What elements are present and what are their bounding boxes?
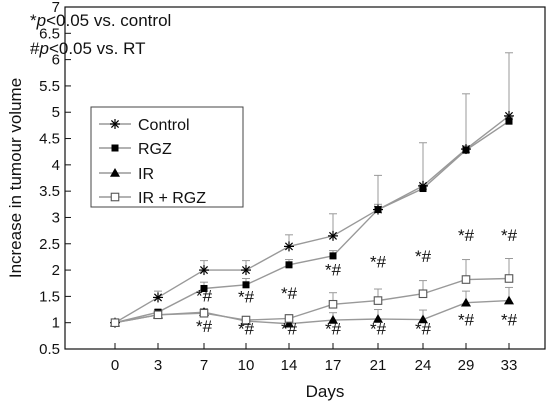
series-line-rgz <box>114 120 510 324</box>
marker-stroke <box>284 242 294 251</box>
marker-rgz <box>329 252 337 260</box>
y-tick-label: 0.5 <box>39 341 60 358</box>
significance-marker: *# <box>501 226 518 245</box>
marker-ir-rgz <box>373 296 383 305</box>
significance-note-control: *p<0.05 vs. control <box>30 11 171 30</box>
marker-ir-rgz <box>418 289 428 299</box>
marker-rgz <box>462 146 470 154</box>
marker-stroke <box>241 266 251 275</box>
significance-marker: *# <box>325 319 342 338</box>
marker-ir <box>373 314 383 323</box>
legend-marker-control <box>110 119 120 129</box>
marker-control <box>241 265 251 276</box>
marker-rgz <box>419 185 427 193</box>
y-tick-label: 3.5 <box>39 183 60 200</box>
marker-ir-rgz <box>504 274 514 283</box>
y-tick-label: 2.5 <box>39 236 60 253</box>
marker-ir <box>328 315 338 324</box>
x-tick-label: 7 <box>200 357 208 374</box>
y-axis-title: Increase in tumour volume <box>6 78 25 278</box>
marker-ir-rgz <box>284 314 294 323</box>
x-tick-label: 33 <box>501 357 518 374</box>
marker-ir-rgz <box>110 318 120 327</box>
marker-ir-rgz <box>241 315 251 325</box>
y-tick-label: 5 <box>52 104 60 121</box>
significance-marker: *# <box>238 319 255 338</box>
marker-stroke <box>110 119 120 129</box>
marker-rgz <box>505 117 513 125</box>
marker-ir <box>418 314 428 324</box>
legend-label-rgz: RGZ <box>138 141 172 158</box>
marker-ir-rgz <box>461 275 471 284</box>
y-tick-label: 4.5 <box>39 131 60 148</box>
legend-label-control: Control <box>138 117 190 134</box>
marker-control <box>153 292 163 303</box>
significance-marker: *# <box>415 247 432 266</box>
x-tick-label: 17 <box>325 357 342 374</box>
marker-ir <box>461 297 471 307</box>
y-tick-label: 5.5 <box>39 78 60 95</box>
marker-rgz <box>285 261 293 269</box>
marker-ir <box>504 295 514 305</box>
x-tick-label: 14 <box>281 357 298 374</box>
plot-frame <box>64 6 546 350</box>
series-line-control <box>114 115 510 324</box>
significance-marker: *# <box>370 319 387 338</box>
marker-ir-rgz <box>153 310 163 320</box>
significance-note-rt: #p<0.05 vs. RT <box>30 39 145 58</box>
x-tick-label: 21 <box>370 357 387 374</box>
significance-marker: *# <box>458 310 475 329</box>
marker-rgz <box>242 281 250 289</box>
x-tick-label: 0 <box>111 357 119 374</box>
y-tick-label: 6 <box>52 52 60 69</box>
marker-ir <box>284 318 294 328</box>
legend-label-ir: IR <box>138 166 154 183</box>
x-tick-label: 3 <box>154 357 162 374</box>
significance-marker: *# <box>370 252 387 271</box>
significance-marker: *# <box>281 319 298 338</box>
y-tick-label: 4 <box>52 157 60 174</box>
significance-marker: *# <box>325 260 342 279</box>
significance-annotations: *# *# *# *# *# *# *# *# *# *# *# *# *# *# *# *# <box>196 226 518 338</box>
series-lines <box>114 115 510 325</box>
x-tick-label: 29 <box>458 357 475 374</box>
marker-control <box>328 230 338 241</box>
axes: 0.5 1 1.5 2 2.5 3 3.5 4 4.5 5 5.5 6 6.5 7 0 3 7 10 14 17 21 2… <box>39 0 546 374</box>
x-tick-label: 24 <box>415 357 432 374</box>
x-tick-label: 10 <box>238 357 255 374</box>
marker-stroke <box>153 293 163 302</box>
legend-marker-rgz <box>111 144 119 152</box>
y-tick-label: 1.5 <box>39 288 60 305</box>
marker-ir-rgz <box>328 299 338 309</box>
legend-marker-ir-rgz <box>110 192 120 202</box>
significance-marker: *# <box>281 284 298 303</box>
legend-label-ir-rgz: IR + RGZ <box>138 190 206 207</box>
legend: Control RGZ IR IR + RGZ <box>90 106 244 208</box>
marker-stroke <box>328 231 338 240</box>
x-axis-title: Days <box>306 382 345 401</box>
significance-marker: *# <box>415 319 432 338</box>
marker-control <box>199 265 209 276</box>
y-tick-label: 1 <box>52 315 60 332</box>
significance-marker: *# <box>458 226 475 245</box>
y-tick-label: 7 <box>52 0 60 16</box>
marker-stroke <box>199 266 209 275</box>
marker-control <box>284 241 294 252</box>
marker-rgz <box>200 284 208 292</box>
significance-marker: *# <box>196 287 213 306</box>
marker-rgz <box>374 206 382 214</box>
y-tick-label: 3 <box>52 209 60 226</box>
y-tick-label: 6.5 <box>39 25 60 42</box>
legend-marker-ir <box>110 168 120 177</box>
significance-marker: *# <box>196 317 213 336</box>
significance-marker: *# <box>501 310 518 329</box>
series-line-ir-rgz <box>114 277 510 324</box>
significance-marker: *# <box>238 288 255 307</box>
y-tick-label: 2 <box>52 262 60 279</box>
series-markers <box>110 110 514 328</box>
marker-ir-rgz <box>199 308 209 318</box>
